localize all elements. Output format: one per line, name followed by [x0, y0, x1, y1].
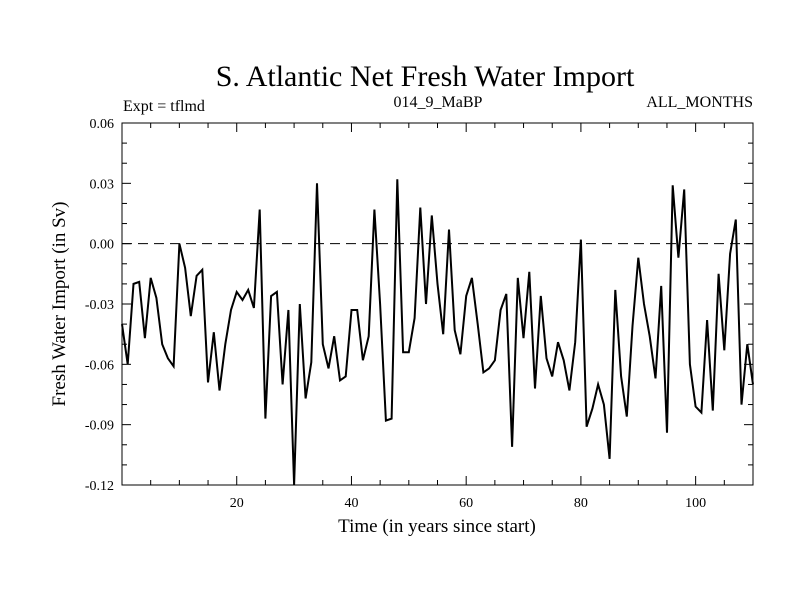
y-tick-label: -0.06 [85, 358, 114, 373]
y-tick-label: -0.09 [85, 419, 114, 434]
chart-title: S. Atlantic Net Fresh Water Import [216, 60, 635, 93]
y-axis-label: Fresh Water Import (in Sv) [49, 202, 70, 407]
plot-area: 20 40 60 80 100 0.06 0.03 0.00 -0.03 -0.06 -0.09 -… [85, 117, 754, 511]
y-tick-label: -0.03 [85, 298, 114, 313]
x-axis-label: Time (in years since start) [338, 516, 536, 537]
x-tick-label: 80 [574, 496, 588, 511]
y-axis-ticks [122, 142, 753, 466]
plot-frame [121, 122, 754, 486]
y-tick-label: 0.03 [90, 177, 115, 192]
y-tick-label: 0.00 [90, 238, 115, 253]
subtitle-center: 014_9_MaBP [394, 94, 483, 111]
subtitle-left: Expt = tflmd [123, 98, 205, 115]
y-axis-tick-labels: 0.06 0.03 0.00 -0.03 -0.06 -0.09 -0.12 [85, 117, 114, 494]
x-tick-label: 100 [685, 496, 706, 511]
x-tick-label: 20 [230, 496, 244, 511]
series-line [121, 179, 754, 486]
x-tick-label: 40 [344, 496, 358, 511]
x-tick-label: 60 [459, 496, 473, 511]
y-tick-label: -0.12 [85, 479, 114, 494]
x-axis-tick-labels: 20 40 60 80 100 [230, 496, 706, 511]
y-tick-label: 0.06 [90, 117, 115, 132]
x-axis-ticks [150, 123, 725, 485]
subtitle-right: ALL_MONTHS [646, 94, 753, 111]
